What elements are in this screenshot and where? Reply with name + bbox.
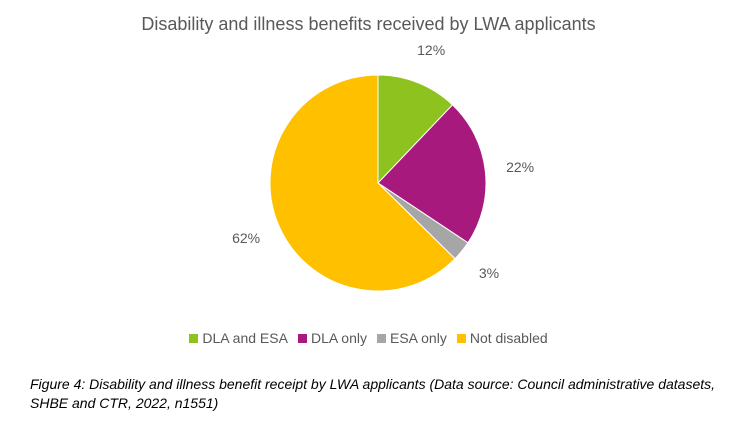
data-label-dla-only: 22% xyxy=(506,159,534,175)
pie-slice-dla-only xyxy=(377,104,487,244)
data-label-not-disabled: 62% xyxy=(232,230,260,246)
legend-swatch xyxy=(456,333,466,343)
chart-title: Disability and illness benefits received… xyxy=(141,14,596,34)
data-label-dla-and-esa: 12% xyxy=(417,42,445,58)
legend: DLA and ESA DLA only ESA only Not disabled xyxy=(0,330,737,346)
legend-label: ESA only xyxy=(390,330,447,346)
legend-item-dla-and-esa: DLA and ESA xyxy=(189,330,288,346)
legend-item-not-disabled: Not disabled xyxy=(456,330,548,346)
legend-label: Not disabled xyxy=(469,330,548,346)
pie-slice-dla-and-esa xyxy=(377,74,454,185)
figure-caption: Figure 4: Disability and illness benefit… xyxy=(30,376,716,411)
pie-slice-not-disabled xyxy=(269,74,456,292)
legend-swatch xyxy=(377,333,386,343)
legend-item-esa-only: ESA only xyxy=(377,330,447,346)
legend-label: DLA only xyxy=(310,330,367,346)
legend-item-dla-only: DLA only xyxy=(297,330,367,346)
pie-chart: 12% 22% 3% 62% xyxy=(232,42,534,292)
data-label-esa-only: 3% xyxy=(479,265,499,281)
legend-swatch xyxy=(297,333,307,343)
legend-label: DLA and ESA xyxy=(202,330,288,346)
legend-swatch xyxy=(189,333,199,343)
